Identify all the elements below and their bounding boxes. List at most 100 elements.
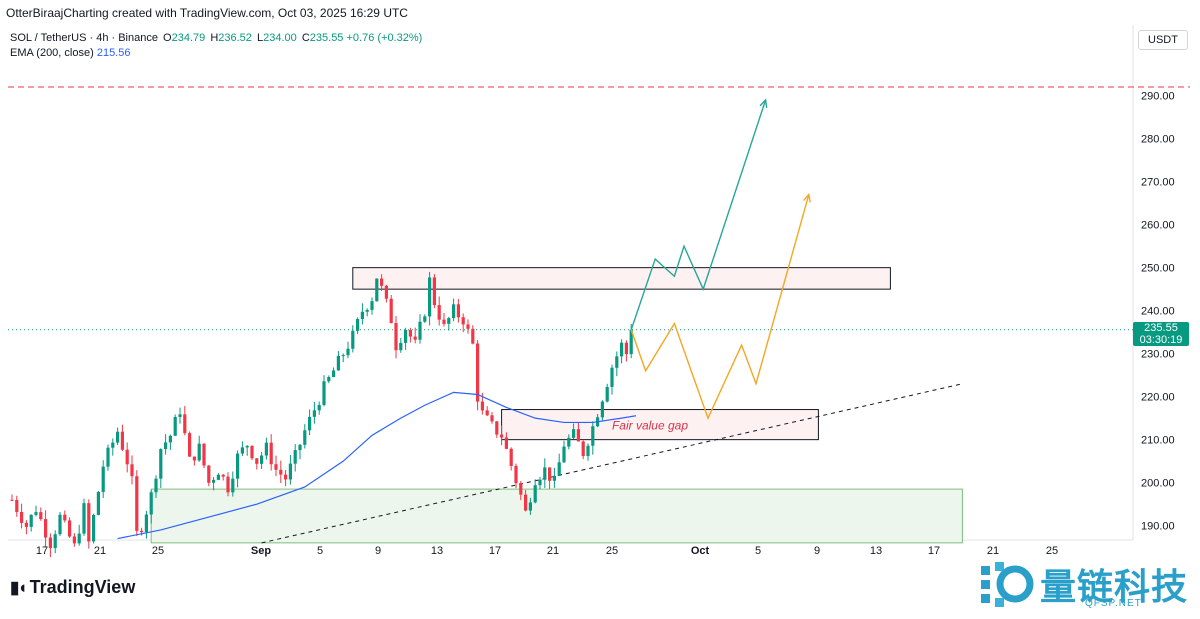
candle-body bbox=[149, 492, 153, 515]
candle-body bbox=[231, 478, 235, 493]
price-tick: 220.00 bbox=[1141, 392, 1175, 404]
candle-body bbox=[20, 511, 24, 523]
time-tick: 13 bbox=[431, 545, 443, 557]
candle-body bbox=[250, 445, 254, 459]
bearish-projection-path bbox=[630, 194, 810, 421]
candle-body bbox=[188, 433, 192, 457]
fair-value-gap bbox=[501, 409, 819, 441]
candle-body bbox=[221, 474, 225, 477]
ema-row[interactable]: EMA (200, close) 215.56 bbox=[10, 46, 422, 61]
open-value: 234.79 bbox=[171, 32, 206, 44]
price-tick: 240.00 bbox=[1141, 306, 1175, 318]
candle-body bbox=[533, 485, 537, 503]
candle-body bbox=[106, 447, 110, 467]
candle-body bbox=[178, 414, 182, 417]
bullish-projection-path-arrowhead bbox=[759, 98, 768, 108]
bearish-projection-path-arrowhead bbox=[802, 192, 811, 203]
candle-body bbox=[442, 319, 446, 324]
candle-body bbox=[226, 476, 230, 493]
candle-body bbox=[452, 304, 456, 319]
candle-body bbox=[29, 514, 33, 527]
candle-body bbox=[557, 462, 561, 476]
time-tick: 5 bbox=[317, 545, 323, 557]
candle-body bbox=[48, 537, 52, 549]
candle-body bbox=[418, 321, 422, 340]
candle-body bbox=[260, 455, 264, 464]
tradingview-logo-text: TradingView bbox=[29, 577, 136, 597]
candle-body bbox=[96, 491, 100, 515]
candle-body bbox=[197, 443, 201, 461]
ema-value: 215.56 bbox=[96, 47, 131, 59]
candle-body bbox=[303, 430, 307, 445]
candle-body bbox=[44, 519, 48, 538]
price-tick: 210.00 bbox=[1141, 435, 1175, 447]
candle-body bbox=[591, 426, 595, 446]
candle-body bbox=[58, 514, 62, 535]
time-tick: 17 bbox=[36, 545, 48, 557]
candle-body bbox=[552, 475, 556, 481]
candle-body bbox=[600, 401, 604, 418]
candle-body bbox=[72, 536, 76, 544]
candle-body bbox=[389, 298, 393, 324]
candle-body bbox=[298, 444, 302, 451]
candle-body bbox=[509, 448, 513, 466]
close-value: 235.55 bbox=[309, 32, 344, 44]
candle-body bbox=[432, 277, 436, 306]
candle-body bbox=[240, 447, 244, 454]
candle-body bbox=[173, 416, 177, 436]
candle-body bbox=[327, 377, 331, 382]
candle-body bbox=[130, 464, 134, 477]
attribution-header: OtterBiraajCharting created with Trading… bbox=[6, 6, 408, 20]
candle-body bbox=[466, 324, 470, 329]
candle-body bbox=[490, 415, 494, 422]
candle-body bbox=[125, 449, 129, 465]
candle-body bbox=[284, 474, 288, 480]
candle-body bbox=[312, 410, 316, 417]
candle-body bbox=[168, 435, 172, 443]
candle-body bbox=[111, 442, 115, 448]
candle-body bbox=[370, 301, 374, 310]
candle-body bbox=[245, 445, 249, 448]
price-tick: 250.00 bbox=[1141, 263, 1175, 275]
candle-body bbox=[15, 499, 19, 512]
candle-body bbox=[476, 343, 480, 402]
candle-body bbox=[610, 367, 614, 387]
tradingview-logo[interactable]: ▮◖ TradingView bbox=[10, 577, 135, 598]
candle-body bbox=[562, 446, 566, 463]
candle-body bbox=[375, 278, 379, 302]
candle-body bbox=[264, 442, 268, 456]
candle-body bbox=[504, 437, 508, 449]
watermark-sub: QFSP.NET bbox=[1085, 598, 1142, 609]
time-tick: 21 bbox=[547, 545, 559, 557]
candle-body bbox=[423, 316, 427, 322]
candle-body bbox=[567, 437, 571, 447]
candle-body bbox=[212, 479, 216, 483]
time-tick: 9 bbox=[814, 545, 820, 557]
bar-countdown: 03:30:19 bbox=[1139, 333, 1183, 346]
candle-body bbox=[404, 329, 408, 343]
candle-body bbox=[317, 404, 321, 411]
time-tick: 25 bbox=[152, 545, 164, 557]
candle-body bbox=[202, 443, 206, 466]
candle-body bbox=[87, 503, 91, 542]
symbol-label[interactable]: SOL / TetherUS · 4h · Binance bbox=[10, 32, 158, 44]
quote-currency-button[interactable]: USDT bbox=[1138, 30, 1188, 50]
candle-body bbox=[120, 431, 124, 450]
price-tick: 290.00 bbox=[1141, 91, 1175, 103]
ohlc-row: SOL / TetherUS · 4h · Binance O234.79 H2… bbox=[10, 32, 423, 44]
candle-body bbox=[10, 499, 14, 501]
price-tick: 200.00 bbox=[1141, 478, 1175, 490]
candle-body bbox=[514, 465, 518, 484]
candle-body bbox=[437, 305, 441, 320]
time-tick: 25 bbox=[1046, 545, 1058, 557]
candle-body bbox=[77, 533, 81, 544]
last-price-badge: 235.55 03:30:19 bbox=[1133, 321, 1189, 346]
candle-body bbox=[288, 463, 292, 480]
tradingview-logo-icon: ▮◖ bbox=[10, 577, 28, 597]
candle-body bbox=[159, 449, 163, 479]
candle-body bbox=[183, 414, 187, 434]
candle-body bbox=[24, 522, 28, 527]
candle-body bbox=[538, 479, 542, 486]
candle-body bbox=[629, 329, 633, 355]
